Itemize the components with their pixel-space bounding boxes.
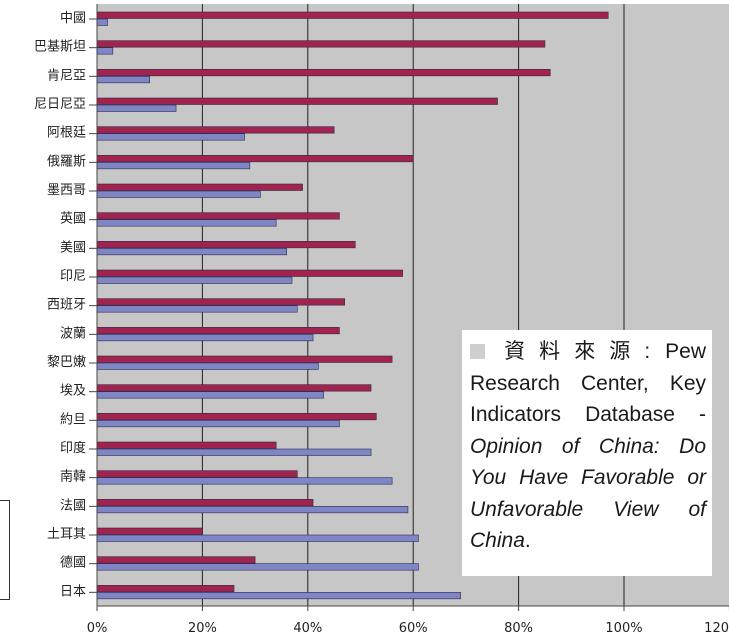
x-tick-label: 120 <box>704 621 729 636</box>
bar-favorable <box>96 212 340 220</box>
bar-unfavorable <box>96 190 261 198</box>
bar-unfavorable <box>96 305 298 313</box>
x-tick-label: 100% <box>605 621 642 636</box>
source-end: . <box>524 529 531 552</box>
x-tick-label: 40% <box>293 621 322 636</box>
bar-favorable <box>96 69 551 77</box>
bars <box>96 11 609 600</box>
bar-unfavorable <box>96 133 245 141</box>
bar-favorable <box>96 126 335 134</box>
bar-unfavorable <box>96 592 461 600</box>
bar-unfavorable <box>96 391 324 399</box>
source-marker-icon <box>470 344 485 359</box>
bar-unfavorable <box>96 47 114 55</box>
bar-unfavorable <box>96 76 151 84</box>
bar-unfavorable <box>96 506 409 514</box>
category-label: 黎巴嫩 <box>47 355 86 370</box>
bar-favorable <box>96 527 203 535</box>
bar-favorable <box>96 470 298 478</box>
bar-unfavorable <box>96 362 319 370</box>
category-label: 俄羅斯 <box>47 154 86 169</box>
bar-favorable <box>96 413 377 421</box>
bar-favorable <box>96 241 356 249</box>
x-tick-label: 0% <box>87 621 108 636</box>
category-label: 土耳其 <box>47 527 86 542</box>
category-label: 英國 <box>60 212 86 227</box>
bar-favorable <box>96 441 277 449</box>
category-label: 尼日尼亞 <box>34 97 86 112</box>
category-label: 美國 <box>60 240 86 255</box>
bar-favorable <box>96 11 609 19</box>
bar-favorable <box>96 327 340 335</box>
bar-unfavorable <box>96 334 314 342</box>
bar-unfavorable <box>96 420 340 428</box>
source-title: Opinion of China: Do You Have Favorable … <box>470 434 706 553</box>
bar-favorable <box>96 298 345 306</box>
category-label: 巴基斯坦 <box>34 40 86 55</box>
bar-unfavorable <box>96 534 419 542</box>
category-label: 阿根廷 <box>47 126 86 141</box>
bar-unfavorable <box>96 276 293 284</box>
category-label: 墨西哥 <box>47 183 86 198</box>
bar-favorable <box>96 355 393 363</box>
x-tick-label: 80% <box>504 621 533 636</box>
bar-unfavorable <box>96 477 393 485</box>
bar-favorable <box>96 155 414 163</box>
category-label: 德國 <box>60 556 86 571</box>
category-label: 南韓 <box>60 469 86 485</box>
category-label: 印度 <box>60 440 86 456</box>
bar-unfavorable <box>96 162 251 170</box>
category-label: 埃及 <box>60 384 86 399</box>
bar-favorable <box>96 499 314 507</box>
bar-favorable <box>96 183 303 191</box>
bar-favorable <box>96 40 546 48</box>
bar-unfavorable <box>96 219 277 227</box>
x-tick-label: 60% <box>399 621 428 636</box>
bar-favorable <box>96 384 372 392</box>
x-tick-labels: 0% 20% 40% 60% 80% 100% 120 <box>87 606 729 636</box>
bar-favorable <box>96 556 256 564</box>
bar-favorable <box>96 97 498 105</box>
category-label: 約旦 <box>60 412 86 427</box>
legend-fragment <box>0 500 10 600</box>
bar-unfavorable <box>96 18 108 26</box>
source-text: Research Center, Key Indicators Database… <box>470 371 706 427</box>
category-label: 波蘭 <box>60 325 86 341</box>
category-labels: 中國巴基斯坦肯尼亞尼日尼亞阿根廷俄羅斯墨西哥英國美國印尼西班牙波蘭黎巴嫩埃及約旦… <box>34 11 97 599</box>
source-note: 資料來源: Pew Research Center, Key Indicator… <box>462 330 712 576</box>
bar-unfavorable <box>96 563 419 571</box>
category-label: 日本 <box>60 584 86 599</box>
bar-unfavorable <box>96 248 288 256</box>
category-label: 肯尼亞 <box>47 68 86 83</box>
category-label: 法國 <box>60 498 86 513</box>
bar-favorable <box>96 269 403 277</box>
category-label: 中國 <box>60 11 86 26</box>
bar-favorable <box>96 585 235 593</box>
x-tick-label: 20% <box>188 621 217 636</box>
category-label: 西班牙 <box>47 298 86 313</box>
category-label: 印尼 <box>60 269 86 284</box>
source-lead: 資料來源 <box>495 340 645 363</box>
source-colon: : Pew <box>644 340 706 363</box>
bar-unfavorable <box>96 104 177 112</box>
bar-unfavorable <box>96 448 372 456</box>
